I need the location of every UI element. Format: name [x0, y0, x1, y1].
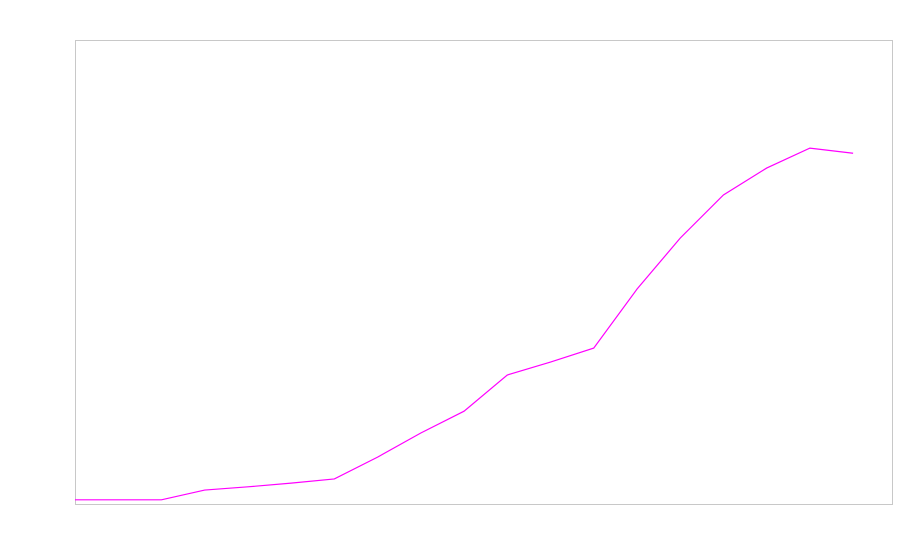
plot-frame	[75, 40, 893, 505]
data-line	[75, 147, 854, 501]
